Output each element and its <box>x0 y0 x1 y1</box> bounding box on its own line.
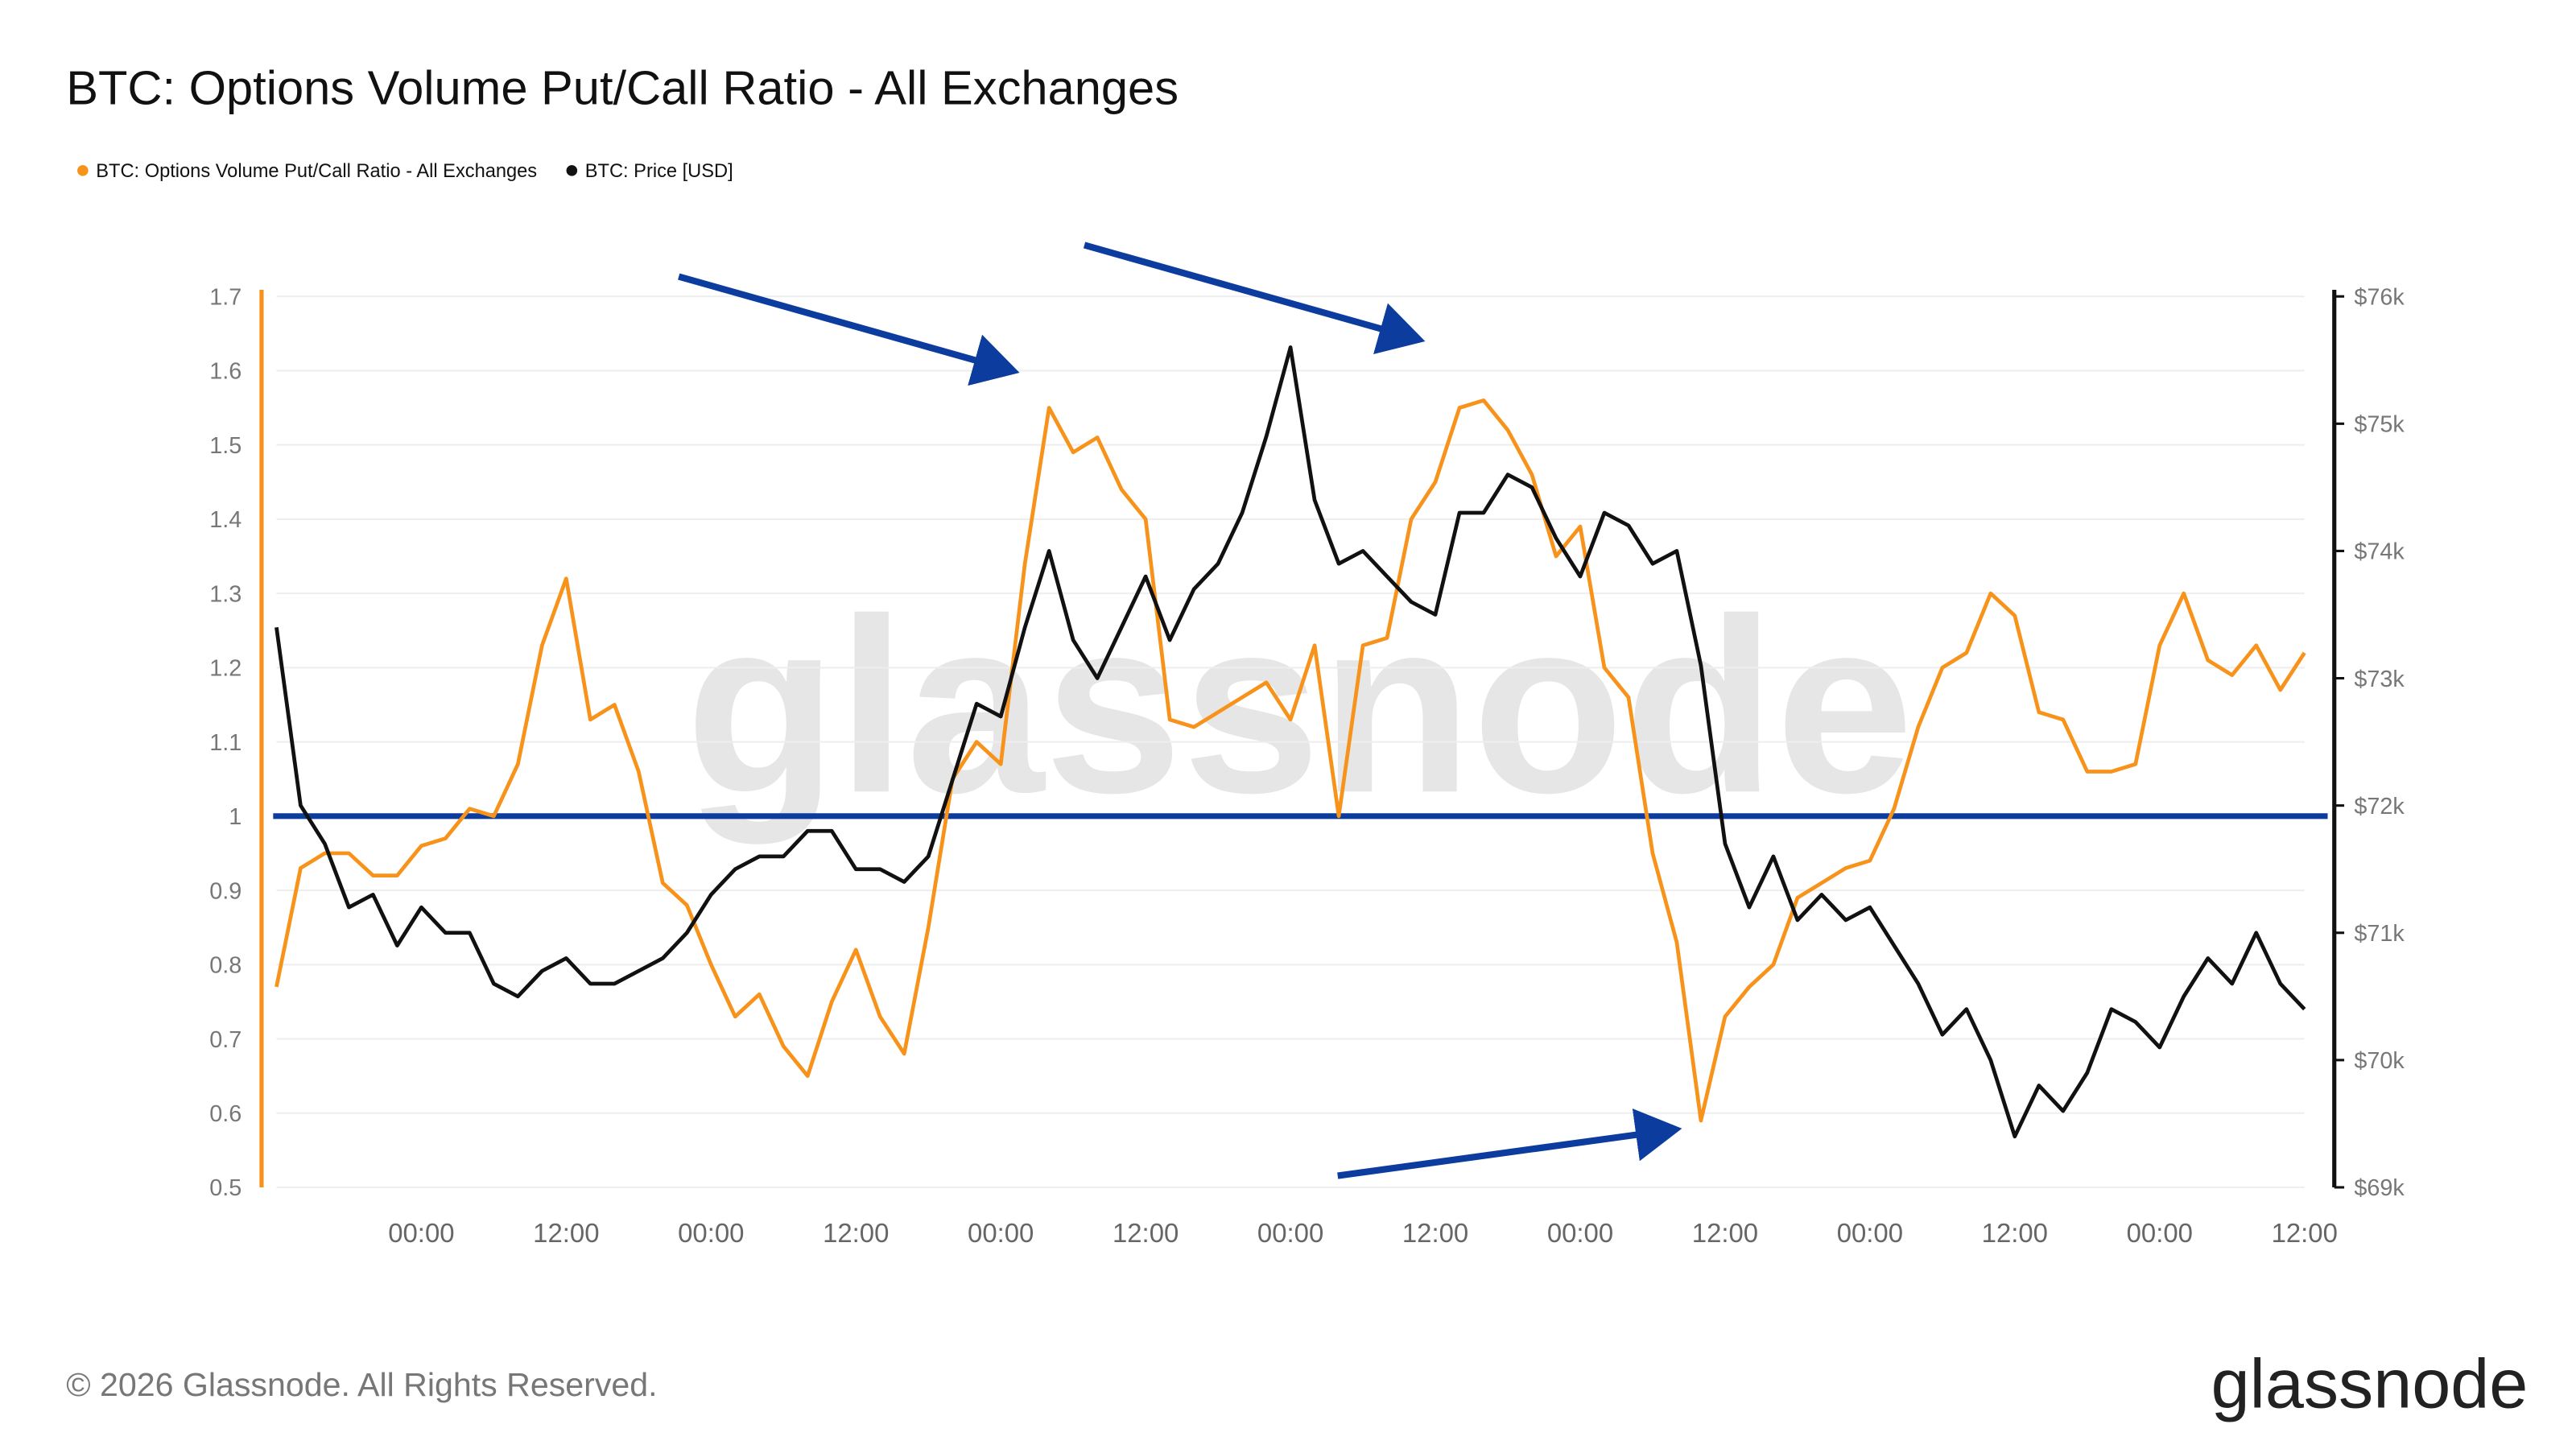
series-line <box>275 345 2306 1139</box>
y-tick-label: 1 <box>229 804 242 830</box>
y-tick-label: 0.7 <box>209 1027 242 1053</box>
y2-tick-label: $69k <box>2354 1175 2405 1201</box>
y2-tick-label: $75k <box>2354 412 2405 438</box>
y2-tick-label: $71k <box>2354 921 2405 947</box>
x-tick-label: 12:00 <box>1982 1218 2048 1248</box>
y-tick-label: 1.5 <box>209 433 242 459</box>
plot: 0.5 0.6 0.7 0.8 0.9 1 1.1 1.2 1.3 1.4 1.5 1.6 1.7 $69… <box>209 285 2405 1248</box>
series-line <box>275 398 2306 1123</box>
x-tick-label: 12:00 <box>1113 1218 1179 1248</box>
y-tick-label: 1.4 <box>209 507 242 533</box>
x-tick-label: 00:00 <box>388 1218 454 1248</box>
y2-tick-label: $76k <box>2354 285 2405 311</box>
y-tick-label: 1.3 <box>209 581 242 607</box>
y-tick-label: 1.7 <box>209 285 242 311</box>
y2-tick-label: $72k <box>2354 794 2405 819</box>
x-tick-label: 12:00 <box>1402 1218 1468 1248</box>
x-tick-label: 00:00 <box>1547 1218 1613 1248</box>
y-tick-label: 0.9 <box>209 878 242 904</box>
watermark: glassnode <box>686 568 1914 846</box>
logo: glassnode <box>2211 1346 2529 1423</box>
legend-marker <box>566 165 578 176</box>
x-tick-label: 00:00 <box>1257 1218 1323 1248</box>
x-tick-label: 00:00 <box>678 1218 744 1248</box>
y-tick-label: 0.6 <box>209 1101 242 1127</box>
y-tick-label: 1.2 <box>209 656 242 682</box>
annotations <box>678 242 1682 1179</box>
arrow <box>1337 1108 1682 1179</box>
legend: BTC: Options Volume Put/Call Ratio - All… <box>77 161 733 182</box>
y2-tick-label: $70k <box>2354 1048 2405 1074</box>
x-tick-label: 12:00 <box>533 1218 599 1248</box>
y-tick-label: 1.6 <box>209 359 242 385</box>
legend-label: BTC: Price [USD] <box>585 161 733 182</box>
y-tick-label: 0.5 <box>209 1175 242 1201</box>
x-tick-label: 00:00 <box>2127 1218 2193 1248</box>
y2-tick-label: $74k <box>2354 539 2405 565</box>
y2-tick-label: $73k <box>2354 667 2405 692</box>
legend-marker <box>77 165 89 176</box>
legend-label: BTC: Options Volume Put/Call Ratio - All… <box>96 161 537 182</box>
chart-title: BTC: Options Volume Put/Call Ratio - All… <box>66 61 1179 115</box>
x-tick-label: 12:00 <box>823 1218 889 1248</box>
x-tick-label: 00:00 <box>1837 1218 1903 1248</box>
copyright: © 2026 Glassnode. All Rights Reserved. <box>66 1366 657 1403</box>
y-tick-label: 1.1 <box>209 730 242 756</box>
arrow <box>678 273 1020 386</box>
x-tick-label: 00:00 <box>968 1218 1034 1248</box>
arrow <box>1083 242 1426 354</box>
y-tick-label: 0.8 <box>209 953 242 979</box>
x-tick-label: 12:00 <box>2272 1218 2338 1248</box>
x-tick-label: 12:00 <box>1692 1218 1758 1248</box>
